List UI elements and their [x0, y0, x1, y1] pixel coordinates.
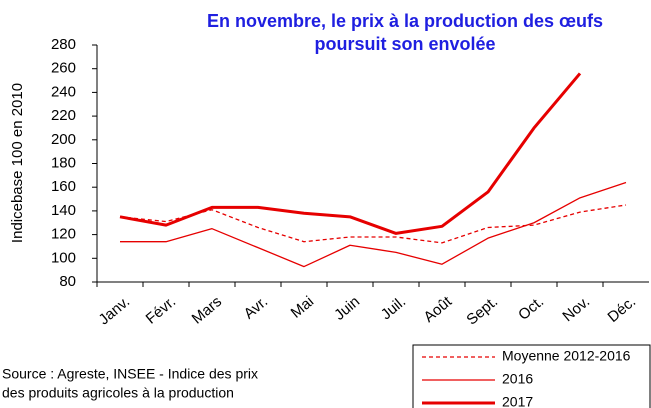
y-tick-label: 240: [51, 83, 76, 100]
x-tick-label: Janv.: [96, 293, 134, 328]
x-tick-label: Nov.: [559, 293, 593, 325]
y-tick-label: 120: [51, 226, 76, 243]
y-tick-label: 160: [51, 178, 76, 195]
x-tick-label: Févr.: [143, 293, 179, 327]
legend-label: 2017: [502, 394, 533, 408]
series-line: [120, 181, 627, 268]
x-tick-label: Juin: [331, 293, 363, 324]
legend-label: Moyenne 2012-2016: [502, 348, 631, 364]
source: des produits agricoles à la production: [2, 385, 234, 401]
x-tick-label: Juil.: [378, 293, 409, 323]
x-tick-label: Mars: [189, 293, 225, 327]
chart-title: En novembre, le prix à la production des…: [207, 11, 603, 31]
chart-title: poursuit son envolée: [314, 34, 495, 54]
x-tick-label: Oct.: [515, 293, 547, 324]
y-tick-label: 260: [51, 60, 76, 77]
y-tick-label: 80: [59, 273, 76, 290]
y-tick-label: 280: [51, 36, 76, 53]
y-tick-label: 200: [51, 131, 76, 148]
x-tick-label: Sept.: [463, 293, 501, 329]
x-tick-label: Août: [421, 293, 456, 326]
y-tick-label: 180: [51, 154, 76, 171]
y-tick-label: 100: [51, 249, 76, 266]
legend-label: 2016: [502, 371, 533, 387]
x-tick-label: Avr.: [241, 293, 272, 322]
y-axis-label: Indicebase 100 en 2010: [9, 83, 26, 243]
x-tick-label: Mai: [288, 293, 317, 322]
y-tick-label: 220: [51, 107, 76, 124]
legend-box: [412, 344, 651, 408]
x-tick-label: Déc.: [605, 293, 640, 326]
y-tick-label: 140: [51, 202, 76, 219]
source: Source : Agreste, INSEE - Indice des pri…: [2, 366, 258, 382]
series-line: [119, 72, 582, 235]
